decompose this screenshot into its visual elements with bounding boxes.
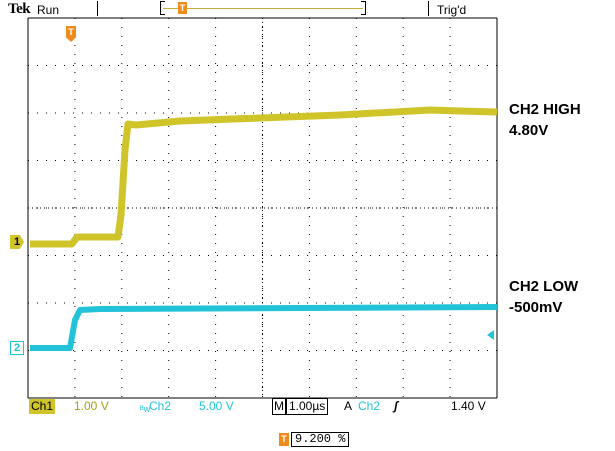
ch1-label[interactable]: Ch1 — [29, 399, 56, 414]
ch2-high-label: CH2 HIGH — [509, 101, 581, 118]
ch1-ground-marker[interactable]: 1 — [10, 235, 24, 249]
ch2-scale: 5.00 V — [199, 399, 234, 413]
ch2-high-annotation: CH2 HIGH 4.80V — [509, 99, 581, 141]
ch2-low-annotation: CH2 LOW -500mV — [509, 276, 578, 318]
acquisition-mode: A — [344, 399, 353, 413]
ch2-ground-marker[interactable]: 2 — [10, 341, 24, 355]
record-bracket-left — [160, 1, 165, 15]
ch2-label[interactable]: Ch2 — [149, 399, 172, 413]
ch2-low-value: -500mV — [509, 299, 563, 316]
trigger-position-value: 9.200 % — [291, 432, 350, 447]
status-readout: Ch1 1.00 V ᴮw Ch2 5.00 V M 1.00µs A Ch2 … — [28, 398, 497, 415]
trigger-status: Trig'd — [437, 3, 467, 17]
trigger-position-marker-icon[interactable]: T — [66, 26, 76, 42]
record-bracket-right — [361, 1, 366, 15]
record-trigger-marker-icon: T — [178, 2, 187, 14]
ch1-scale: 1.00 V — [74, 399, 109, 413]
divider — [97, 1, 98, 16]
trigger-level: 1.40 V — [451, 399, 486, 413]
record-view-bar — [163, 8, 363, 9]
ch2-waveform — [30, 304, 498, 351]
trigger-level-arrow-icon[interactable] — [487, 330, 494, 340]
trigger-source[interactable]: Ch2 — [358, 399, 381, 413]
timebase-prefix: M — [272, 398, 286, 415]
divider — [428, 1, 429, 16]
ch1-waveform — [30, 106, 498, 248]
scope-header: Tek Run T Trig'd — [0, 0, 497, 18]
brand-logo: Tek — [8, 1, 31, 17]
run-state: Run — [37, 3, 60, 17]
ch2-high-value: 4.80V — [509, 122, 549, 139]
timebase-value[interactable]: 1.00µs — [286, 398, 329, 415]
ch2-low-label: CH2 LOW — [509, 278, 579, 295]
graticule — [27, 17, 498, 399]
trigger-position-icon: T — [279, 433, 289, 446]
trigger-slope-icon: ʃ — [394, 399, 398, 413]
bandwidth-limit-icon: ᴮw — [140, 404, 151, 414]
